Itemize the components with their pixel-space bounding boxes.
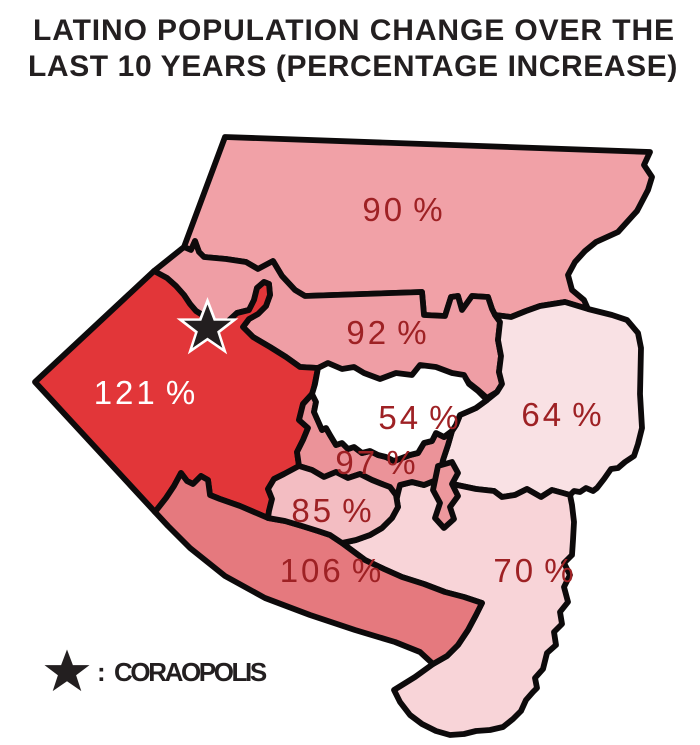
svg-text:70 %: 70 % (493, 552, 576, 589)
svg-text:97 %: 97 % (335, 444, 418, 481)
svg-text:LATINO POPULATION CHANGE OVER: LATINO POPULATION CHANGE OVER THE (33, 14, 675, 47)
svg-text:54 %: 54 % (378, 399, 461, 436)
svg-text:CORAOPOLIS: CORAOPOLIS (114, 657, 267, 687)
svg-text:121 %: 121 % (94, 374, 199, 411)
svg-text::: : (97, 657, 104, 687)
svg-text:106 %: 106 % (280, 552, 385, 589)
svg-text:64 %: 64 % (521, 396, 604, 433)
svg-text:90 %: 90 % (362, 191, 445, 228)
svg-text:92 %: 92 % (346, 314, 429, 351)
svg-text:85 %: 85 % (291, 492, 374, 529)
svg-text:LAST 10 YEARS (PERCENTAGE INCR: LAST 10 YEARS (PERCENTAGE INCREASE) (28, 50, 678, 83)
